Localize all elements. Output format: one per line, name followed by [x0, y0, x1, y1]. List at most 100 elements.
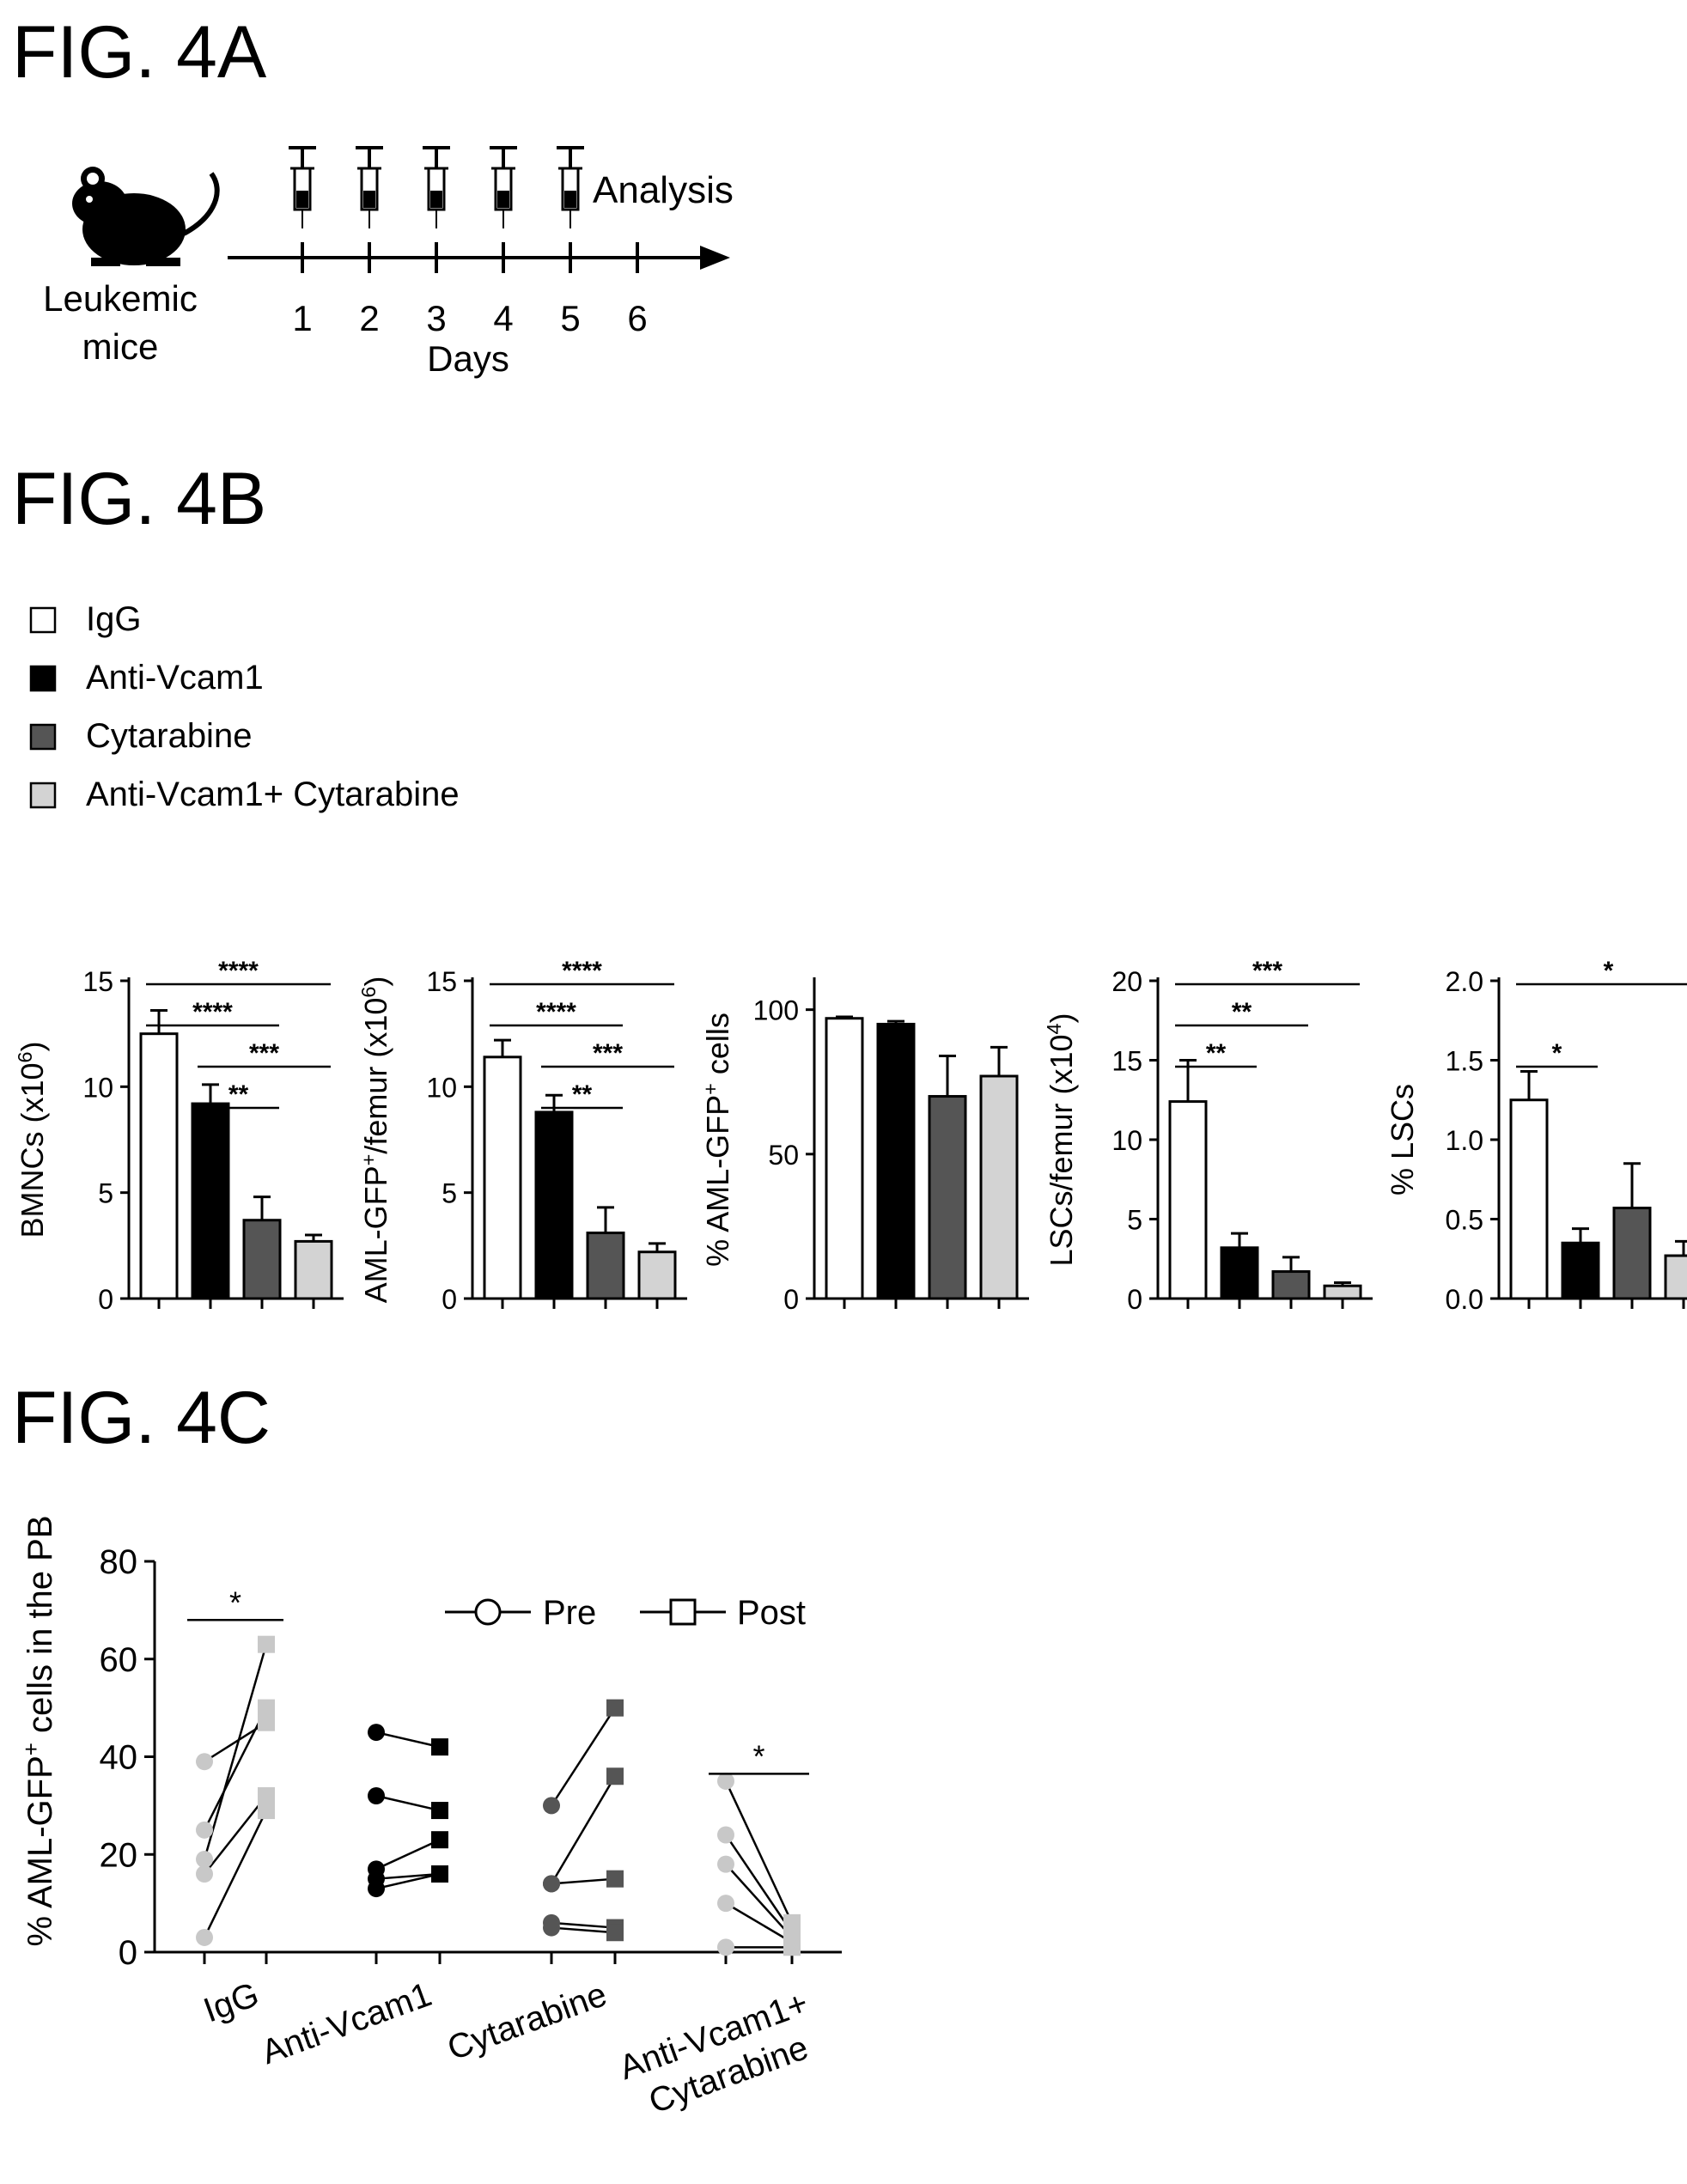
- post-point: [431, 1865, 448, 1883]
- pair-line: [725, 1902, 793, 1944]
- syringe-fluid: [363, 191, 375, 208]
- y-label-part: % LSCs: [1385, 1084, 1420, 1195]
- pair-line: [375, 1872, 441, 1890]
- bar: [1612, 1207, 1652, 1300]
- y-tick-label: 15: [426, 966, 457, 997]
- legend-entry: Anti-Vcam1: [86, 659, 264, 697]
- y-tick-label: 5: [98, 1178, 113, 1209]
- pre-point: [368, 1787, 385, 1804]
- legend-marker-pre: [474, 1598, 502, 1626]
- y-tick-label: 0: [119, 1934, 137, 1972]
- pair-line: [375, 1794, 441, 1812]
- pre-point: [368, 1880, 385, 1898]
- pair-line: [375, 1731, 441, 1749]
- pre-point: [717, 1855, 734, 1873]
- pair-line: [551, 1877, 616, 1885]
- significance-label: **: [1206, 1039, 1227, 1068]
- bar: [586, 1232, 625, 1300]
- scatter-group: *Anti-Vcam1+Cytarabine: [614, 1738, 813, 2120]
- fig-4c-label: FIG. 4C: [12, 1377, 271, 1459]
- pair-line: [551, 1926, 616, 1934]
- bar: [979, 1074, 1019, 1300]
- post-point: [606, 1767, 624, 1786]
- bar: [191, 1102, 230, 1300]
- subject-label-line2: mice: [82, 326, 159, 367]
- legend-swatch: [29, 606, 57, 634]
- y-tick-label: 5: [1127, 1205, 1142, 1236]
- post-point: [258, 1699, 275, 1717]
- bar: [294, 1239, 333, 1300]
- pair-line: [203, 1810, 268, 1938]
- y-tick-label: 15: [1111, 1046, 1142, 1077]
- post-point: [258, 1635, 275, 1653]
- subject-label-line1: Leukemic: [43, 278, 198, 319]
- bar: [1664, 1254, 1687, 1300]
- y-tick-label: 40: [100, 1739, 138, 1777]
- y-tick-label: 5: [442, 1178, 457, 1209]
- day-tick-label: 2: [359, 298, 379, 338]
- pair-line: [725, 1863, 793, 1938]
- significance-label: *: [229, 1585, 241, 1620]
- post-point: [258, 1787, 275, 1804]
- pre-point: [196, 1928, 213, 1946]
- significance-label: ****: [218, 957, 259, 985]
- y-label-superscript: +: [699, 1083, 722, 1095]
- y-axis-label: AML-GFP+/femur (x106): [357, 976, 393, 1304]
- y-label-superscript: 6: [357, 987, 380, 998]
- significance-label: ****: [562, 957, 602, 985]
- pre-point: [717, 1895, 734, 1913]
- y-axis-label: % AML-GFP+ cells: [699, 1013, 735, 1267]
- fig-4a-label: FIG. 4A: [12, 11, 267, 94]
- scatter-legend: Pre Post: [445, 1594, 806, 1632]
- y-tick-label: 15: [82, 966, 113, 997]
- day-tick-label: 6: [627, 298, 647, 338]
- y-tick-label: 80: [100, 1543, 138, 1581]
- legend-entry: Cytarabine: [86, 717, 252, 755]
- y-tick-label: 1.5: [1446, 1046, 1483, 1077]
- bar: [1561, 1241, 1600, 1300]
- post-point: [258, 1713, 275, 1731]
- y-tick-label: 0: [1127, 1284, 1142, 1315]
- y-tick-label: 10: [1111, 1125, 1142, 1156]
- bar: [825, 1017, 864, 1300]
- y-tick-label: 50: [768, 1140, 799, 1171]
- syringe-fluid: [497, 191, 509, 208]
- pair-line: [550, 1775, 617, 1885]
- days-axis-label: Days: [427, 338, 509, 379]
- significance-label: ***: [593, 1039, 623, 1068]
- y-label-superscript: +: [18, 1743, 44, 1755]
- pre-point: [543, 1919, 560, 1937]
- bar: [637, 1250, 677, 1300]
- legend: IgG Anti-Vcam1 Cytarabine Anti-Vcam1+ Cytar…: [29, 600, 460, 813]
- y-label-part: cells in the PB: [21, 1515, 59, 1743]
- bar: [928, 1095, 967, 1300]
- post-point: [606, 1699, 624, 1717]
- category-label: Anti-Vcam1: [257, 1975, 436, 2071]
- legend-marker-post: [669, 1598, 697, 1626]
- y-axis-label: LSCs/femur (x104): [1043, 1013, 1079, 1266]
- day-tick-label: 1: [292, 298, 312, 338]
- y-tick-label: 60: [100, 1641, 138, 1679]
- y-label-part: LSCs/femur (x10: [1044, 1034, 1079, 1266]
- significance-label: ****: [536, 998, 576, 1026]
- y-tick-label: 100: [753, 995, 799, 1026]
- y-tick-label: 0: [442, 1284, 457, 1315]
- significance-label: **: [1232, 998, 1252, 1026]
- day-tick-label: 4: [493, 298, 513, 338]
- post-point: [431, 1738, 448, 1756]
- pre-point: [717, 1938, 734, 1956]
- bar: [483, 1055, 522, 1300]
- significance-label: **: [228, 1080, 249, 1109]
- syringe-icon: [423, 146, 450, 228]
- pre-point: [368, 1724, 385, 1742]
- day-tick-label: 5: [560, 298, 580, 338]
- pair-line: [375, 1872, 441, 1880]
- syringe-icon: [490, 146, 517, 228]
- pair-line: [204, 1795, 267, 1875]
- y-tick-label: 2.0: [1446, 966, 1483, 997]
- syringe-fluid: [296, 191, 308, 208]
- post-point: [783, 1938, 801, 1956]
- syringe-icon: [557, 146, 584, 228]
